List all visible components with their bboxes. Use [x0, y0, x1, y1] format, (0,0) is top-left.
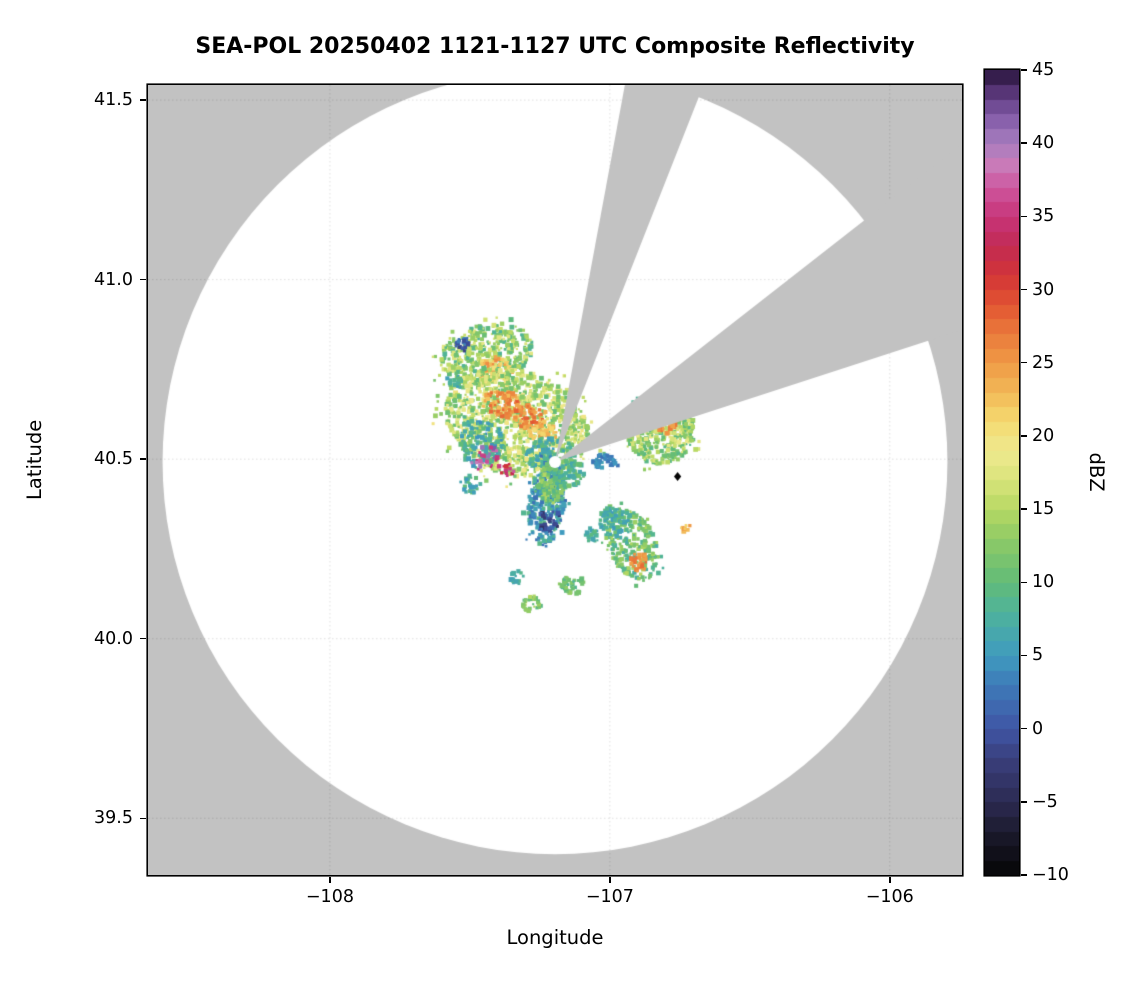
y-axis-label: Latitude	[23, 419, 46, 500]
colorbar-tick-mark	[1020, 142, 1027, 144]
y-tick-label: 41.5	[94, 90, 133, 111]
colorbar-tick-mark	[1020, 727, 1027, 730]
y-tick-label: 39.5	[94, 808, 133, 829]
colorbar-gradient	[985, 70, 1019, 875]
colorbar-tick-label: 5	[1032, 645, 1044, 666]
colorbar-tick-mark	[1020, 361, 1027, 364]
colorbar-tick-label: 15	[1032, 499, 1055, 520]
colorbar-tick-label: 10	[1032, 572, 1055, 593]
colorbar-tick-label: 0	[1032, 718, 1044, 739]
y-tick-mark	[139, 817, 146, 819]
colorbar-tick-label: −5	[1032, 791, 1058, 812]
y-tick-mark	[139, 458, 146, 460]
colorbar-tick-label: 25	[1032, 352, 1055, 373]
colorbar-tick-mark	[1020, 801, 1027, 803]
colorbar-tick-mark	[1020, 69, 1027, 71]
colorbar-tick-label: −10	[1032, 865, 1069, 885]
colorbar-tick-mark	[1020, 288, 1027, 291]
colorbar-label: dBZ	[1085, 452, 1108, 492]
chart-title: SEA-POL 20250402 1121-1127 UTC Composite…	[195, 34, 915, 59]
colorbar-tick-mark	[1020, 435, 1027, 437]
x-tick-label: −108	[305, 887, 354, 907]
x-axis-label: Longitude	[506, 926, 604, 949]
colorbar-tick-mark	[1020, 654, 1027, 657]
x-tick-label: −107	[585, 887, 634, 907]
colorbar-tick-label: 35	[1032, 206, 1055, 227]
x-tick-mark	[889, 876, 891, 883]
colorbar-tick-label: 20	[1032, 425, 1055, 446]
colorbar-tick-label: 30	[1032, 279, 1055, 300]
colorbar-tick-mark	[1020, 508, 1027, 510]
colorbar-tick-label: 45	[1032, 60, 1055, 80]
y-tick-label: 41.0	[94, 269, 133, 290]
y-tick-label: 40.0	[94, 628, 133, 649]
x-tick-mark	[609, 876, 611, 883]
colorbar-tick-label: 40	[1032, 133, 1055, 154]
colorbar-tick-mark	[1020, 874, 1027, 876]
radar-plot-canvas	[148, 85, 962, 875]
y-tick-label: 40.5	[94, 449, 133, 470]
colorbar	[985, 70, 1019, 875]
x-tick-mark	[329, 876, 331, 883]
plot-area	[148, 85, 962, 875]
colorbar-tick-mark	[1020, 581, 1027, 584]
y-tick-mark	[139, 637, 146, 640]
colorbar-tick-mark	[1020, 215, 1027, 218]
y-tick-mark	[139, 99, 146, 101]
x-tick-label: −106	[865, 887, 914, 907]
y-tick-mark	[139, 278, 146, 281]
